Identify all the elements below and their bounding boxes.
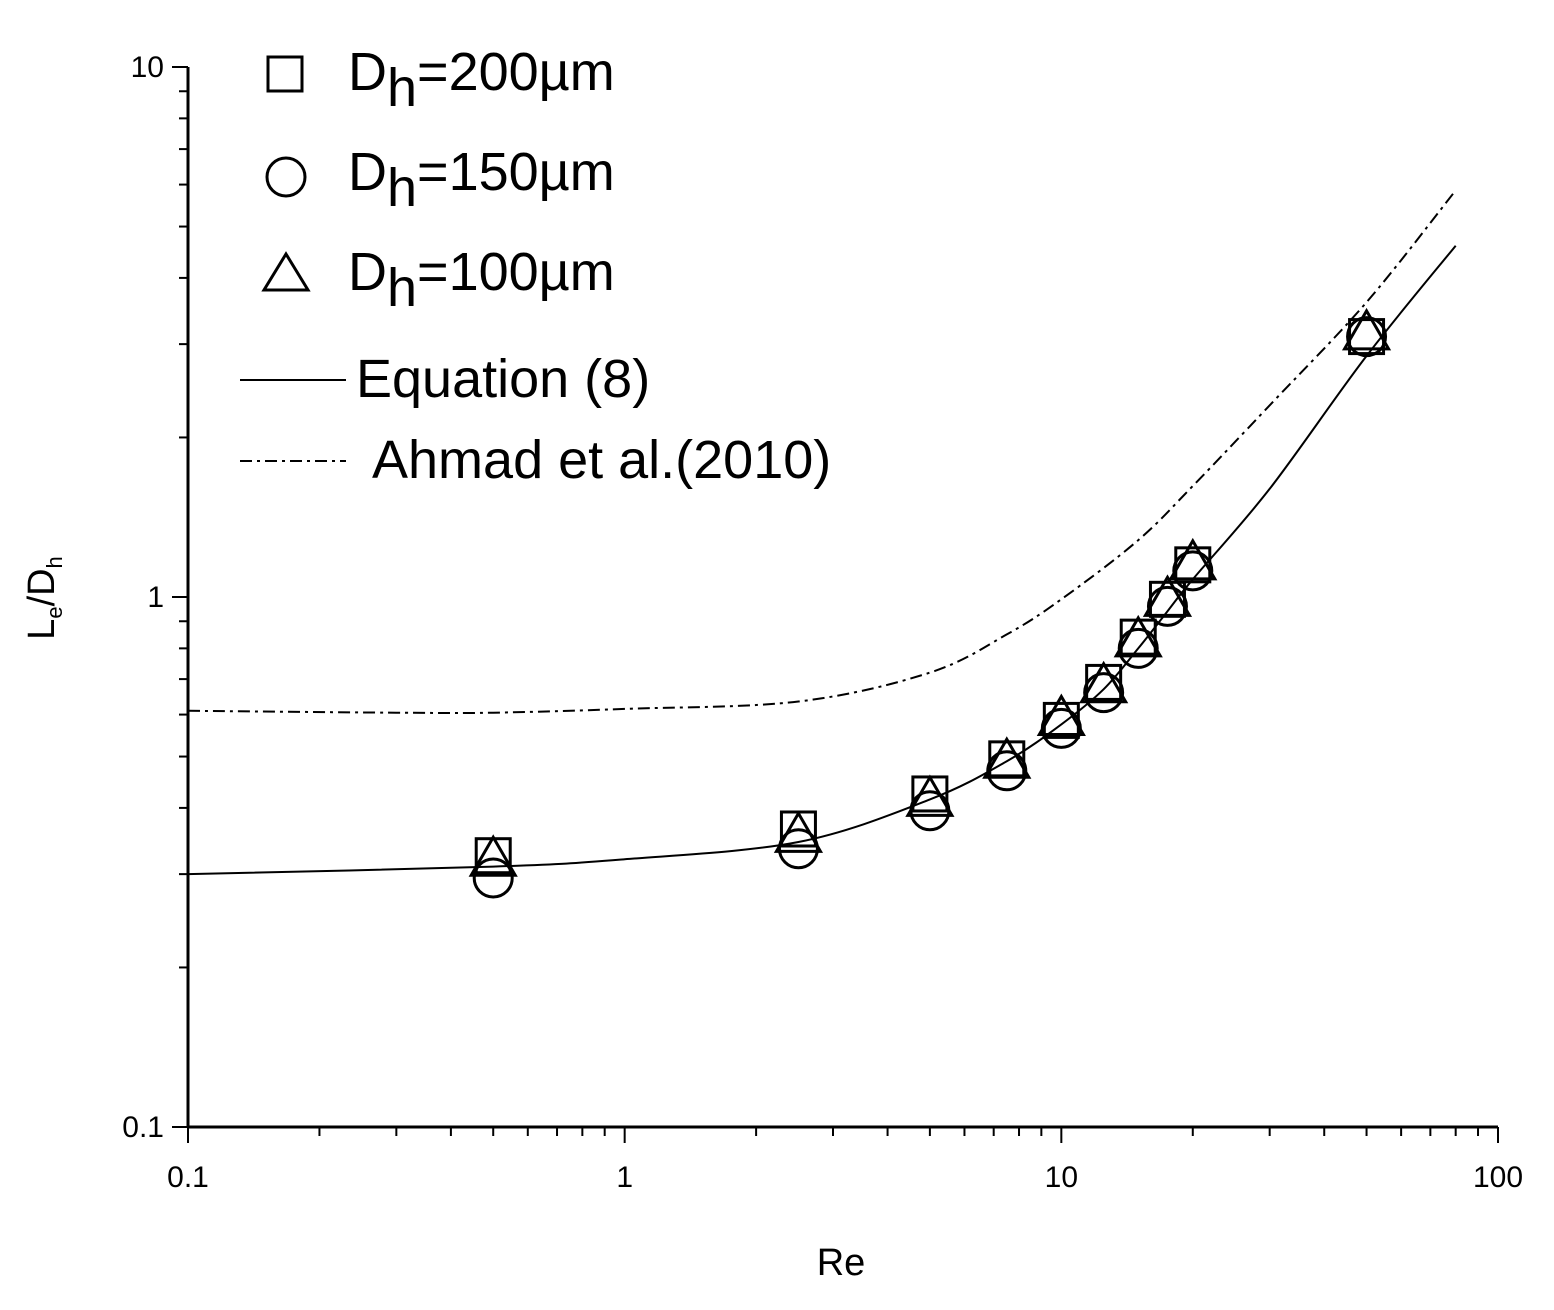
legend: Dh=200µm Dh=150µm Dh=100µm Equation (8) … <box>240 42 831 490</box>
x-axis-title: Re <box>817 1242 866 1284</box>
triangle-point <box>1036 693 1086 736</box>
x-tick-label: 1 <box>616 1161 633 1194</box>
y-axis-title-sub2: h <box>42 556 67 568</box>
circle-point <box>986 750 1028 792</box>
triangle-point <box>905 774 955 817</box>
legend-label-equation: Equation (8) <box>356 349 650 409</box>
legend-label-150-main: D <box>348 142 387 202</box>
legend-label-100-rest: =100µm <box>417 242 615 302</box>
circle-point <box>1172 550 1214 592</box>
y-axis-title-mid: /D <box>21 568 63 606</box>
legend-label-200: Dh=200µm <box>348 42 615 118</box>
x-tick-label: 0.1 <box>167 1161 209 1194</box>
legend-label-100-sub: h <box>387 258 417 318</box>
legend-circle-marker <box>265 156 307 198</box>
legend-label-150-sub: h <box>387 158 417 218</box>
legend-square-marker <box>266 55 304 93</box>
legend-label-200-sub: h <box>387 58 417 118</box>
y-axis-title-sub1: e <box>42 606 67 618</box>
y-tick-label: 1 <box>147 581 164 614</box>
ahmad-curve <box>187 189 1457 715</box>
triangle-point <box>1341 307 1392 351</box>
circle-point <box>1346 316 1388 358</box>
axis-ticks <box>172 66 1499 1143</box>
circle-point <box>1083 672 1125 714</box>
triangle-point <box>773 810 824 853</box>
circle-point <box>1146 585 1188 627</box>
equation-8-curve <box>187 245 1457 876</box>
triangle-point <box>1113 614 1163 658</box>
axes: 0.1 1 10 100 0.1 1 10 <box>122 51 1523 1194</box>
legend-label-100-main: D <box>348 242 387 302</box>
circle-point <box>1040 707 1082 749</box>
square-point <box>1348 318 1386 356</box>
legend-label-150: Dh=150µm <box>348 142 615 218</box>
legend-triangle-marker <box>261 251 311 292</box>
triangle-point <box>1142 574 1193 617</box>
y-axis-title: Le/Dh <box>21 556 67 640</box>
legend-label-150-rest: =150µm <box>417 142 615 202</box>
triangle-point <box>982 736 1032 779</box>
legend-label-ahmad: Ahmad et al.(2010) <box>372 430 831 490</box>
y-axis-title-main: L <box>21 619 63 640</box>
legend-label-200-rest: =200µm <box>417 42 615 102</box>
legend-label-200-main: D <box>348 42 387 102</box>
legend-label-100: Dh=100µm <box>348 242 615 318</box>
series-lines <box>187 189 1457 876</box>
y-tick-label: 0.1 <box>122 1111 164 1144</box>
triangle-point <box>1168 537 1218 581</box>
series-markers <box>468 307 1392 899</box>
y-tick-label: 10 <box>131 51 164 84</box>
x-tick-label: 10 <box>1045 1161 1078 1194</box>
triangle-point <box>1079 660 1129 704</box>
circle-point <box>472 857 514 899</box>
x-tick-label: 100 <box>1473 1161 1523 1194</box>
triangle-point <box>468 834 518 877</box>
